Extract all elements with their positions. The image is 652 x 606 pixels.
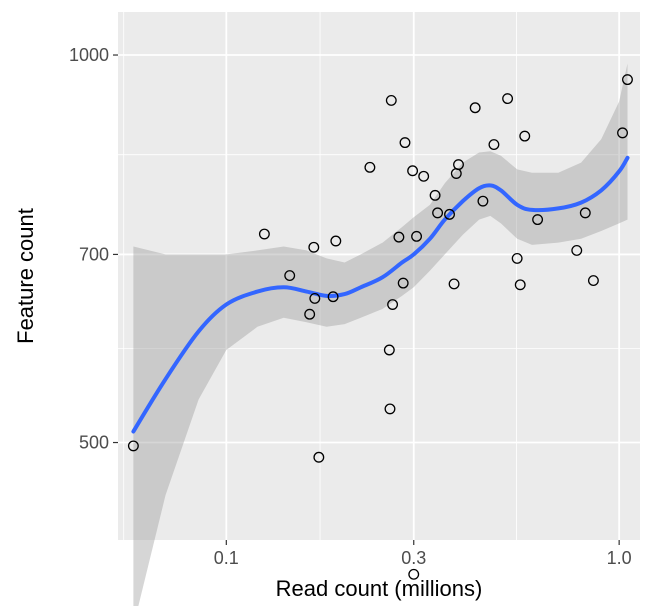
data-point [502,93,514,105]
data-point [304,308,316,320]
y-axis: 500 700 1000 [69,45,118,453]
data-point [477,195,489,207]
data-point [385,94,397,106]
x-axis-title: Read count (millions) [276,576,483,601]
x-tick-label: 0.3 [401,548,426,568]
data-point [622,74,633,86]
x-tick-label: 0.1 [214,548,239,568]
data-point [127,440,139,452]
data-point [284,270,296,282]
y-tick-label: 500 [79,433,109,453]
data-point [617,127,628,139]
data-point [444,208,455,220]
data-point [393,231,405,243]
data-point [418,170,430,182]
data-point [448,278,460,290]
data-point [532,214,544,226]
data-point [514,279,526,291]
data-point [309,292,321,304]
plot-panel [118,12,640,540]
data-point [587,275,599,287]
data-point [408,568,420,580]
data-point [411,230,423,242]
data-point [579,207,591,219]
data-point [519,130,531,142]
data-point [258,228,270,240]
data-point [330,235,342,247]
data-point [407,165,419,177]
x-axis: 0.1 0.3 1.0 [214,540,632,568]
x-tick-label: 1.0 [607,548,632,568]
data-point [399,137,411,149]
data-point [384,403,396,415]
data-point [313,451,325,463]
data-point [511,252,523,264]
data-point [397,277,409,289]
data-point [571,244,583,256]
major-gridlines [118,12,640,540]
data-point [327,291,339,303]
y-tick-label: 1000 [69,45,109,65]
data-point [432,207,444,219]
data-point [364,161,376,173]
data-point [387,299,399,310]
data-point [429,189,441,201]
data-point [488,139,500,151]
data-point [383,344,395,356]
data-point [469,102,481,114]
data-point [453,159,464,171]
smooth-line [131,155,630,434]
confidence-ribbon [133,63,628,606]
y-tick-label: 700 [79,244,109,264]
y-axis-title: Feature count [13,208,38,344]
scatter-points [127,74,633,580]
data-point [308,241,320,253]
